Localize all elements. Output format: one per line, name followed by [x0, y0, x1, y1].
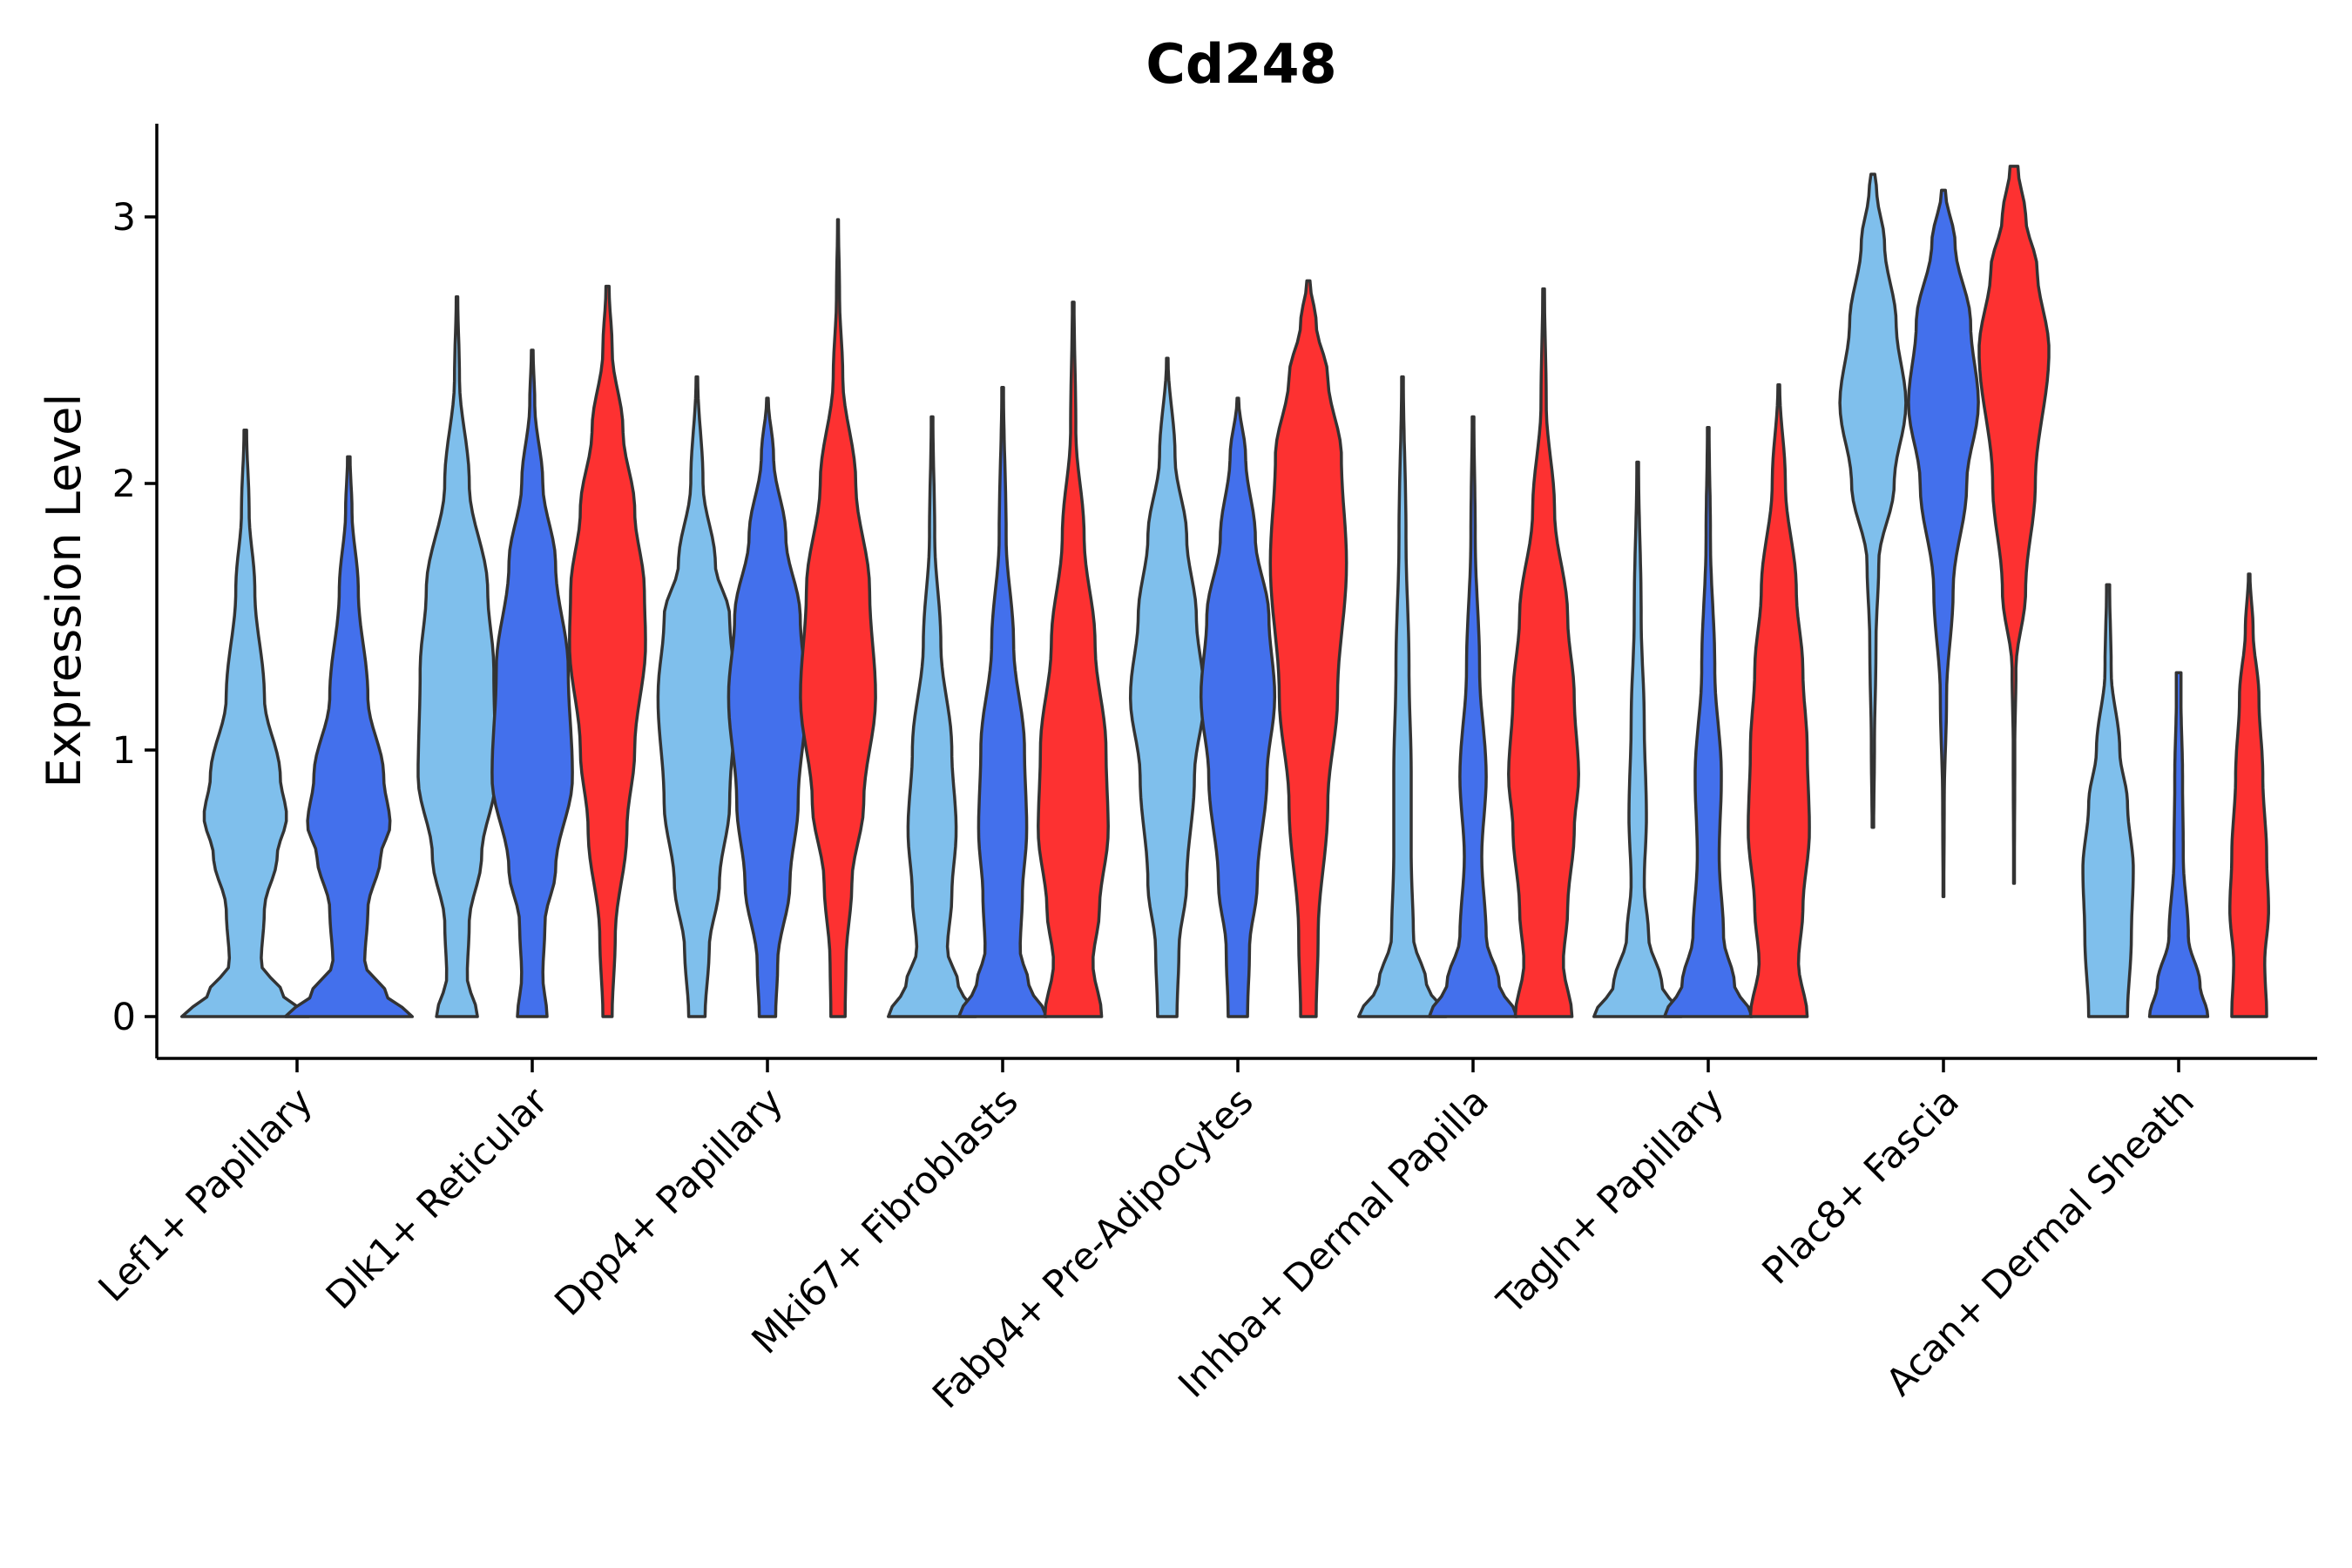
y-tick-label: 3	[112, 196, 136, 240]
x-tick-label: Tagln+ Papillary	[1489, 1079, 1733, 1323]
violin-fabp4-pre-adipocytes-2	[1199, 396, 1277, 1018]
violin-mki67-fibroblasts-2	[957, 386, 1048, 1018]
violin-mki67-fibroblasts-1	[887, 415, 977, 1018]
violin-tagln-papillary-2	[1663, 425, 1754, 1018]
violin-lef1-papillary-2	[283, 455, 415, 1018]
violin-dlk1-reticular-3	[568, 284, 647, 1018]
x-tick-label: Dlk1+ Reticular	[318, 1079, 557, 1318]
violin-acan-dermal-sheath-2	[2147, 671, 2210, 1018]
violin-dlk1-reticular-2	[490, 348, 574, 1018]
violin-plac8-fascia-3	[1977, 165, 2051, 885]
violin-inhba-dermal-papilla-1	[1357, 375, 1448, 1018]
violin-dlk1-reticular-1	[416, 295, 497, 1018]
violin-plac8-fascia-1	[1838, 172, 1908, 829]
y-tick-label: 0	[112, 996, 136, 1039]
y-axis-label: Expression Level	[37, 394, 91, 788]
violin-acan-dermal-sheath-1	[2081, 583, 2135, 1018]
x-tick-label: Dpp4+ Papillary	[547, 1079, 792, 1324]
violin-lef1-papillary-1	[179, 429, 311, 1018]
violin-dpp4-papillary-3	[799, 218, 877, 1018]
y-tick-label: 2	[112, 463, 136, 506]
chart-title: Cd248	[1146, 32, 1336, 96]
violin-mki67-fibroblasts-3	[1037, 301, 1110, 1018]
violin-plac8-fascia-2	[1907, 188, 1980, 899]
x-tick-label: Plac8+ Fascia	[1754, 1079, 1968, 1293]
violin-inhba-dermal-papilla-2	[1428, 415, 1518, 1018]
violin-inhba-dermal-papilla-3	[1507, 287, 1580, 1018]
violin-dpp4-papillary-1	[656, 375, 738, 1018]
violin-fabp4-pre-adipocytes-1	[1128, 356, 1206, 1018]
violin-fabp4-pre-adipocytes-3	[1268, 279, 1348, 1018]
violin-tagln-papillary-3	[1747, 383, 1811, 1018]
violins-layer	[179, 165, 2270, 1018]
violin-dpp4-papillary-2	[727, 396, 808, 1018]
violin-tagln-papillary-1	[1592, 460, 1683, 1018]
violin-acan-dermal-sheath-3	[2228, 572, 2270, 1018]
x-tick-label: Lef1+ Papillary	[91, 1079, 321, 1310]
x-tick-label: Mki67+ Fibroblasts	[744, 1079, 1027, 1362]
y-tick-label: 1	[112, 729, 136, 773]
